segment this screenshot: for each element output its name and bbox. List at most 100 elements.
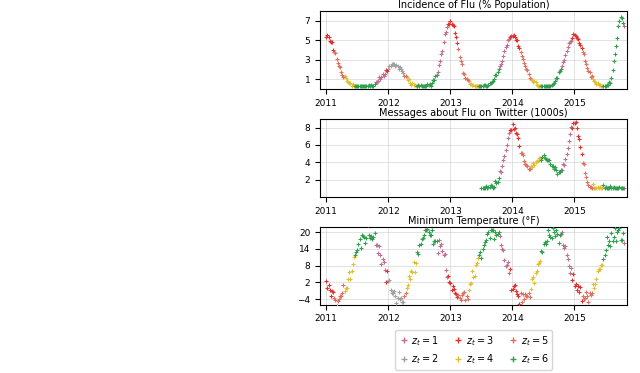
Point [512,291,522,297]
Point [454,295,465,301]
Point [482,83,492,89]
Point [396,66,406,72]
Point [464,287,474,293]
Point [486,227,497,233]
Point [476,83,486,89]
Point [500,147,511,153]
Point [424,81,435,87]
Point [438,39,449,45]
Point [535,83,545,89]
Point [572,287,582,293]
Point [532,83,543,89]
Point [543,157,554,163]
Point [366,233,376,239]
Point [611,43,621,49]
Point [525,166,535,172]
Point [437,248,447,254]
Point [521,66,531,72]
Point [529,78,540,84]
Point [350,83,360,89]
Point [421,83,431,89]
Point [529,162,540,168]
Point [586,184,596,190]
Point [573,37,583,43]
Point [344,269,355,275]
Point [330,297,340,303]
Point [554,240,564,246]
Point [412,83,422,89]
Point [614,184,625,190]
Point [555,232,565,238]
Point [534,83,544,89]
Point [484,80,495,86]
Point [440,251,450,257]
Point [588,76,598,82]
Point [543,227,554,233]
Point [540,155,550,161]
Point [437,48,447,54]
Point [552,171,563,177]
Point [513,43,524,49]
Point [399,73,410,79]
Point [405,80,415,86]
Point [571,119,581,125]
Point [335,64,345,70]
Point [374,242,384,248]
Point [428,77,438,83]
Point [552,231,563,236]
Point [355,236,365,242]
Point [456,59,466,65]
Point [609,234,619,240]
Point [577,294,588,300]
Point [450,291,460,297]
Point [497,163,508,169]
Point [479,242,489,248]
Point [431,238,442,244]
Point [560,242,570,248]
Point [498,247,508,253]
Point [612,35,622,41]
Point [518,152,528,158]
Point [584,69,595,75]
Point [337,72,348,78]
Point [617,237,627,243]
Point [345,276,355,282]
Point [563,145,573,151]
Point [605,183,616,189]
Point [447,286,457,292]
Point [568,31,579,37]
Point [604,185,614,191]
Point [464,78,474,84]
Point [527,276,537,282]
Point [343,79,353,85]
Point [606,75,616,81]
Point [359,233,369,239]
Point [498,157,508,163]
Point [554,169,564,175]
Point [477,246,488,252]
Point [429,77,440,83]
Point [388,61,398,67]
Point [512,37,522,43]
Point [589,285,599,291]
Point [547,163,557,169]
Point [407,269,417,275]
Point [476,185,486,191]
Point [504,270,514,276]
Point [323,282,333,288]
Point [561,48,572,54]
Point [594,185,604,191]
Point [551,75,561,81]
Point [543,83,554,89]
Point [358,233,368,239]
Point [376,261,387,267]
Point [486,183,497,189]
Point [367,83,378,89]
Point [613,23,623,29]
Point [535,155,545,161]
Point [596,185,606,191]
Title: Incidence of Flu (% Population): Incidence of Flu (% Population) [398,0,549,10]
Point [352,247,362,253]
Point [342,78,352,84]
Legend: $z_t = 1$, $z_t = 2$, $z_t = 3$, $z_t = 4$, $z_t = 5$, $z_t = 6$: $z_t = 1$, $z_t = 2$, $z_t = 3$, $z_t = … [395,330,552,370]
